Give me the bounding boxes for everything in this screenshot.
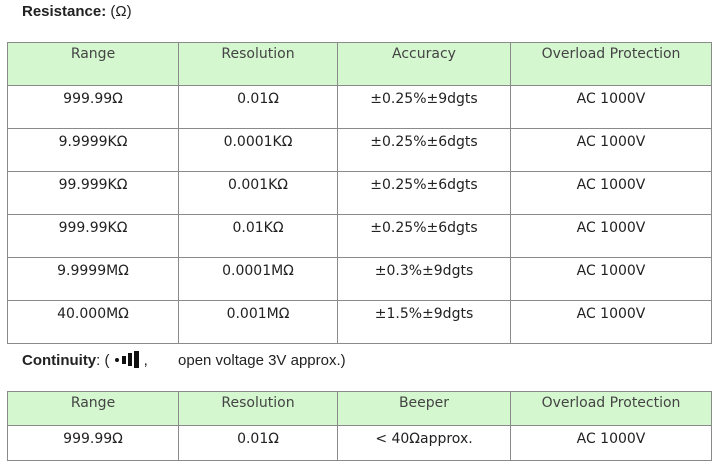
header-cell: Resolution	[178, 42, 338, 86]
heading-label: Continuity	[22, 352, 97, 369]
cell: 0.01Ω	[178, 425, 338, 461]
cell: 999.99Ω	[7, 425, 179, 461]
cell: 0.0001KΩ	[178, 128, 338, 172]
row: 999.99KΩ 0.01KΩ ±0.25%±6dgts AC 1000V	[7, 214, 712, 258]
row: 999.99Ω 0.01Ω ±0.25%±9dgts AC 1000V	[7, 85, 712, 129]
cell: ±1.5%±9dgts	[337, 300, 511, 344]
heading-prefix: : (	[96, 352, 110, 369]
continuity-heading: Continuity: ( , open voltage 3V approx.)	[22, 350, 346, 369]
cell: AC 1000V	[510, 214, 712, 258]
cell: 0.0001MΩ	[178, 257, 338, 301]
resistance-heading: Resistance: (Ω)	[22, 3, 132, 20]
cell: AC 1000V	[510, 425, 712, 461]
cell: AC 1000V	[510, 171, 712, 215]
header-cell: Range	[7, 42, 179, 86]
cell: AC 1000V	[510, 257, 712, 301]
cell: ±0.25%±9dgts	[337, 85, 511, 129]
cell: AC 1000V	[510, 128, 712, 172]
header-cell: Range	[7, 391, 179, 426]
cell: 0.01KΩ	[178, 214, 338, 258]
row: 40.000MΩ 0.001MΩ ±1.5%±9dgts AC 1000V	[7, 300, 712, 344]
cell: 9.9999MΩ	[7, 257, 179, 301]
resistance-table: Range Resolution Accuracy Overload Protecti…	[7, 42, 712, 344]
cell: 0.01Ω	[178, 85, 338, 129]
cell: 999.99Ω	[7, 85, 179, 129]
row: 99.999KΩ 0.001KΩ ±0.25%±6dgts AC 1000V	[7, 171, 712, 215]
continuity-table: Range Resolution Beeper Overload Protection…	[7, 391, 712, 461]
header-cell: Accuracy	[337, 42, 511, 86]
cell: 40.000MΩ	[7, 300, 179, 344]
cell: AC 1000V	[510, 300, 712, 344]
cell: ±0.25%±6dgts	[337, 171, 511, 215]
cell: ±0.25%±6dgts	[337, 128, 511, 172]
heading-note: open voltage 3V approx.)	[178, 352, 346, 369]
header-cell: Resolution	[178, 391, 338, 426]
heading-unit: (Ω)	[110, 3, 132, 20]
cell: 9.9999KΩ	[7, 128, 179, 172]
header-cell: Overload Protection	[510, 42, 712, 86]
header-cell: Beeper	[337, 391, 511, 426]
row: 9.9999MΩ 0.0001MΩ ±0.3%±9dgts AC 1000V	[7, 257, 712, 301]
header-cell: Overload Protection	[510, 391, 712, 426]
row: 9.9999KΩ 0.0001KΩ ±0.25%±6dgts AC 1000V	[7, 128, 712, 172]
header-row: Range Resolution Accuracy Overload Protecti…	[7, 42, 712, 86]
cell: ±0.25%±6dgts	[337, 214, 511, 258]
beeper-icon	[114, 351, 139, 368]
cell: 0.001MΩ	[178, 300, 338, 344]
cell: AC 1000V	[510, 85, 712, 129]
cell: < 40Ωapprox.	[337, 425, 511, 461]
cell: ±0.3%±9dgts	[337, 257, 511, 301]
row: 999.99Ω 0.01Ω < 40Ωapprox. AC 1000V	[7, 425, 712, 461]
cell: 999.99KΩ	[7, 214, 179, 258]
cell: 0.001KΩ	[178, 171, 338, 215]
header-row: Range Resolution Beeper Overload Protection	[7, 391, 712, 426]
heading-label: Resistance:	[22, 3, 107, 20]
cell: 99.999KΩ	[7, 171, 179, 215]
heading-separator: ,	[143, 352, 148, 369]
